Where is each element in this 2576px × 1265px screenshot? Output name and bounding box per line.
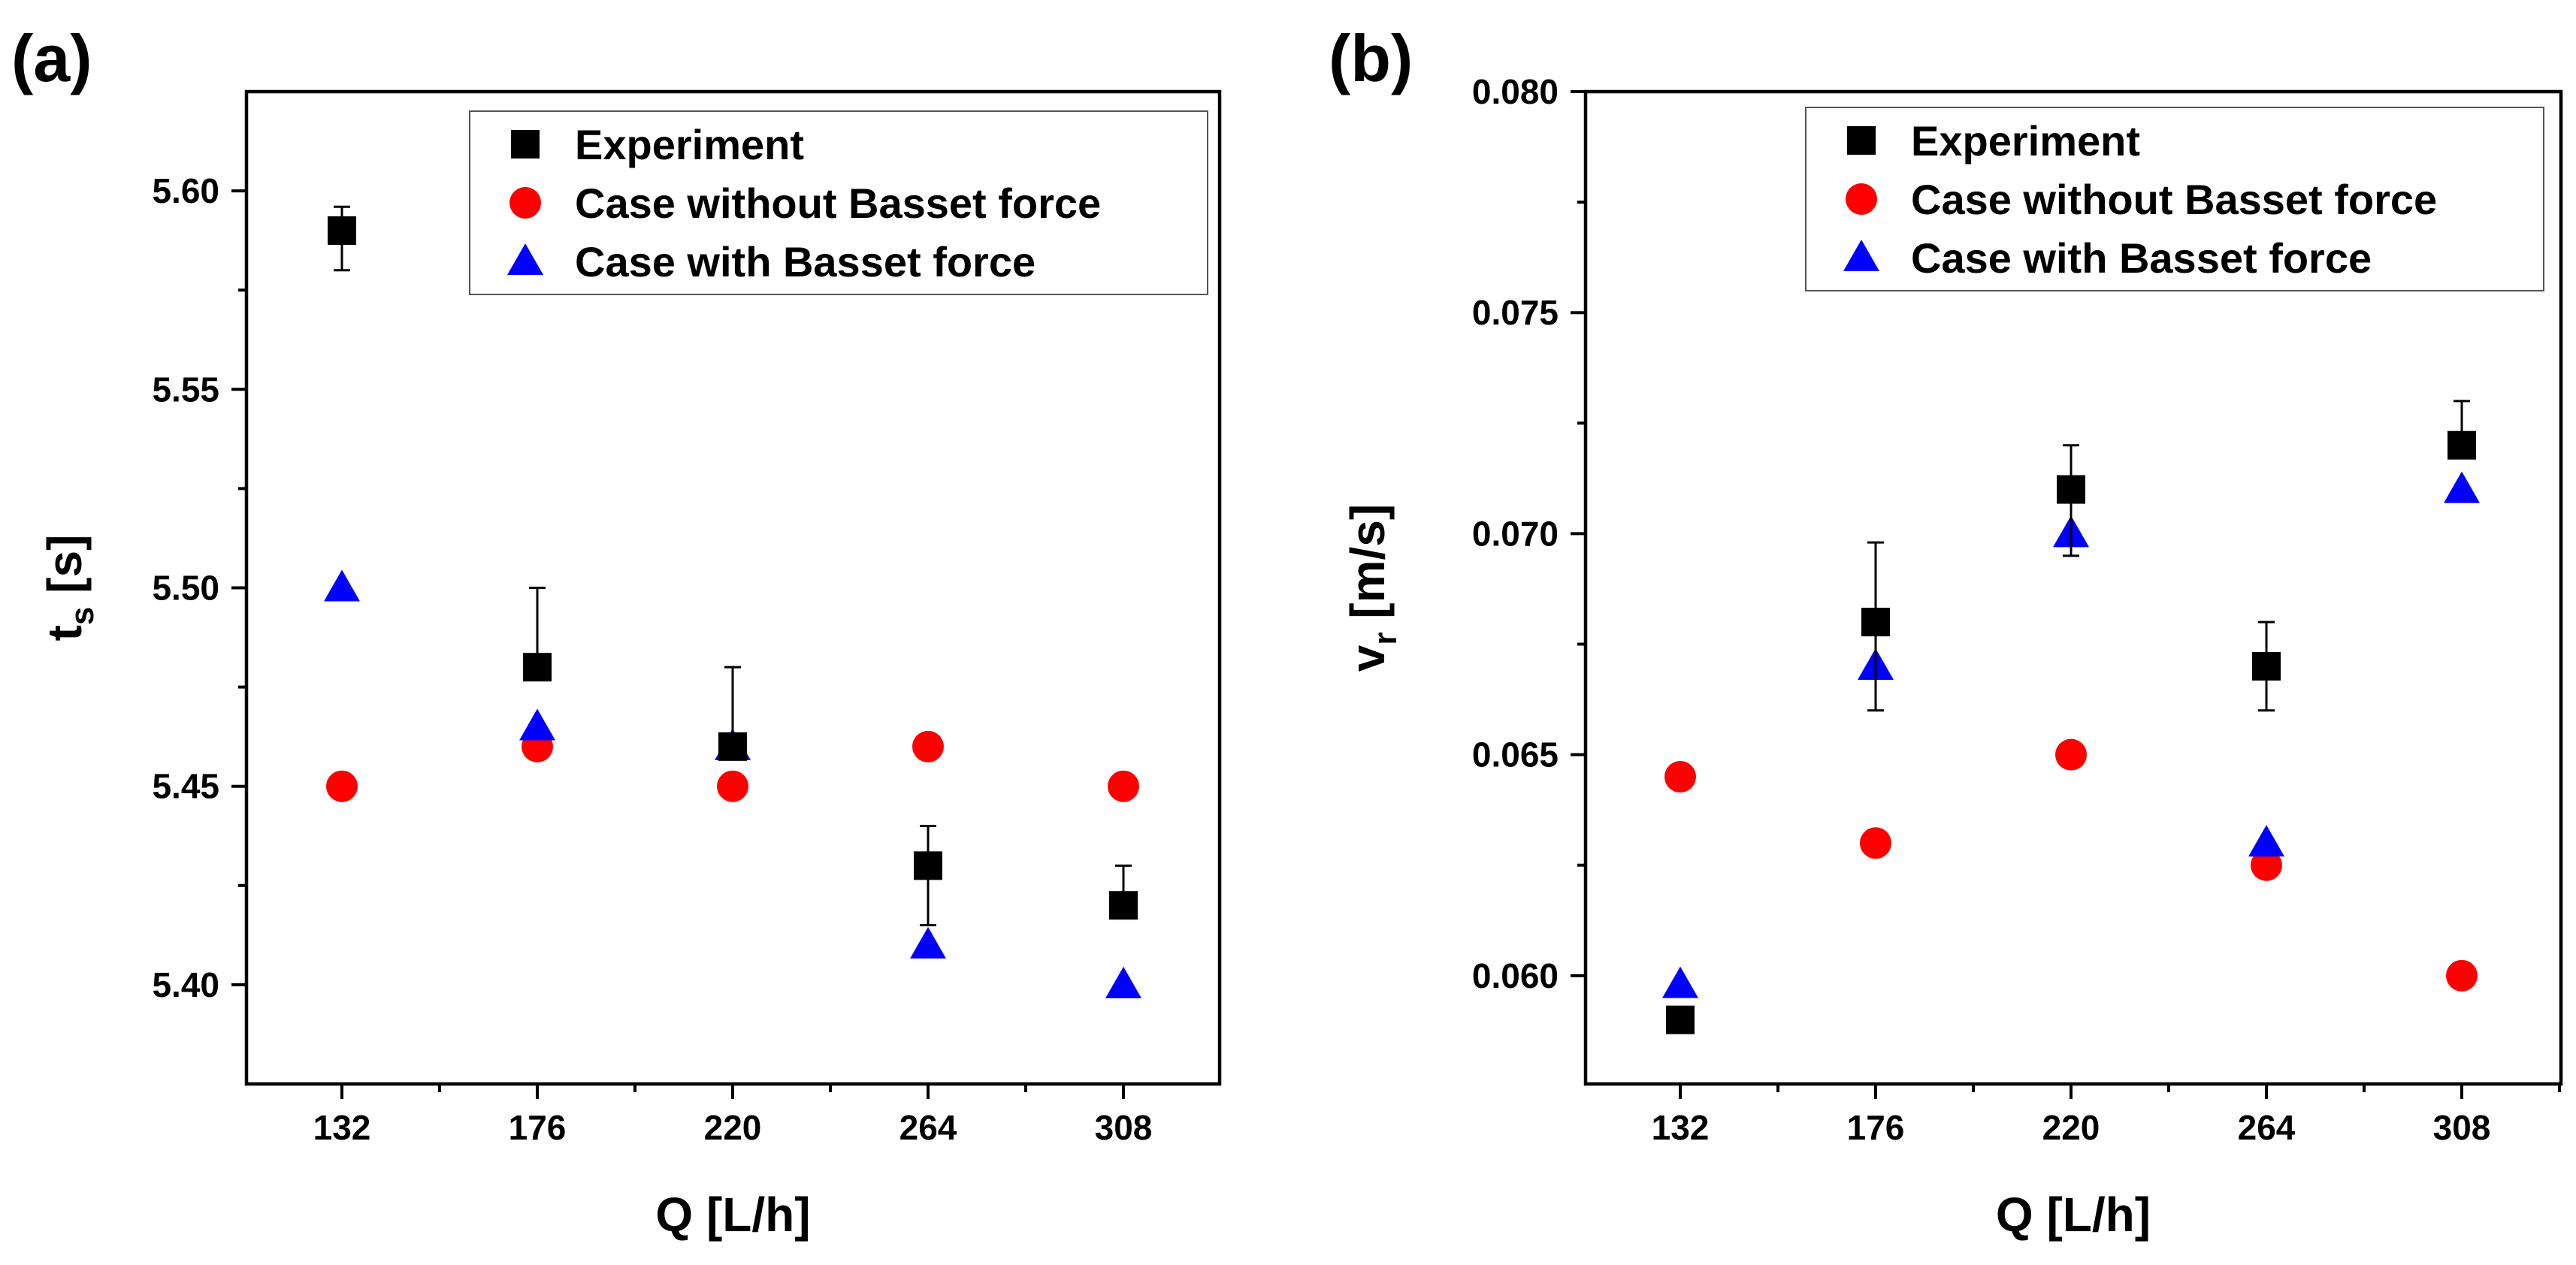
basset-point [519,708,555,741]
legend-frame [469,110,1208,295]
experiment-point [2448,430,2476,460]
legend-triangle-icon [1843,240,1879,271]
y-tick-label: 5.50 [152,569,219,608]
x-tick-label: 220 [704,1108,762,1147]
basset-point [324,569,360,602]
y-axis-unit: [s] [38,535,92,607]
x-tick-label: 308 [1095,1108,1153,1147]
no-basset-point [1108,770,1139,802]
x-axis-title: Q [L/h] [1996,1188,2151,1242]
x-tick-label: 220 [2042,1108,2100,1147]
legend: Experiment Case without Basset force Case … [1805,107,2544,291]
panel-a: (a) 5.40 5.45 5.50 5.55 5.60 132 176 220 264 308 Q … [11,21,1222,1242]
x-tick-label: 264 [2238,1108,2296,1147]
y-axis-symbol: v [1341,645,1395,672]
x-tick-label: 132 [313,1108,371,1147]
y-axis-subscript: r [1367,632,1404,645]
y-axis-title: vr [m/s] [1341,504,1404,672]
x-tick-label: 264 [899,1108,957,1147]
basset-point [1105,966,1141,998]
y-tick-label: 0.060 [1472,956,1559,995]
legend-label: Experiment [1911,117,2140,165]
no-basset-point [1664,761,1696,793]
no-basset-point [1860,827,1891,859]
x-axis-title: Q [L/h] [655,1188,810,1242]
experiment-point [914,851,942,880]
basset-point [2444,471,2480,503]
no-basset-point [912,730,944,762]
experiment-point [1109,891,1138,920]
panel-label: (a) [11,21,92,95]
experiment-point [2057,475,2085,504]
y-tick-label: 0.065 [1472,735,1559,774]
experiment-point [2252,651,2281,681]
y-axis-symbol: t [38,625,92,641]
legend-frame [1805,107,2544,291]
experiment-point [1861,608,1890,637]
x-tick-label: 176 [509,1108,567,1147]
y-axis-subscript: s [64,607,101,625]
y-tick-label: 0.075 [1472,293,1559,332]
panel-b: (b) 0.060 0.065 0.070 0.075 0.080 132 176 220 264… [1329,21,2563,1242]
y-axis-unit: [m/s] [1341,504,1395,632]
legend-label: Case without Basset force [575,180,1101,227]
panel-label: (b) [1329,21,1413,95]
no-basset-point [326,770,358,802]
x-tick-label: 308 [2433,1108,2491,1147]
y-tick-label: 0.080 [1472,72,1559,111]
plot-frame [1583,89,2563,1086]
y-tick-label: 5.45 [152,767,219,806]
legend-square-icon [1847,126,1876,155]
basset-point [910,927,946,959]
y-tick-label: 5.55 [152,370,219,409]
no-basset-point [2055,738,2087,771]
basset-point [2248,825,2284,857]
legend: Experiment Case without Basset force Case … [469,110,1208,295]
y-tick-label: 5.40 [152,965,219,1004]
legend-square-icon [511,130,540,159]
experiment-point [328,216,356,245]
y-tick-label: 5.60 [152,171,219,210]
y-axis-title: ts [s] [38,535,101,642]
y-tick-label: 0.070 [1472,514,1559,553]
legend-triangle-icon [507,243,543,275]
no-basset-point [717,770,748,802]
experiment-point [523,653,552,682]
legend-circle-icon [1846,183,1877,215]
legend-label: Experiment [575,121,804,168]
no-basset-point [2251,849,2282,881]
no-basset-point [2446,959,2478,992]
basset-point [1662,966,1698,998]
x-tick-label: 132 [1652,1108,1710,1147]
legend-label: Case without Basset force [1911,176,2437,223]
experiment-point [1666,1005,1695,1034]
x-tick-label: 176 [1847,1108,1905,1147]
legend-label: Case with Basset force [575,238,1036,285]
legend-circle-icon [509,187,541,219]
legend-label: Case with Basset force [1911,234,2372,282]
experiment-point [718,732,747,761]
